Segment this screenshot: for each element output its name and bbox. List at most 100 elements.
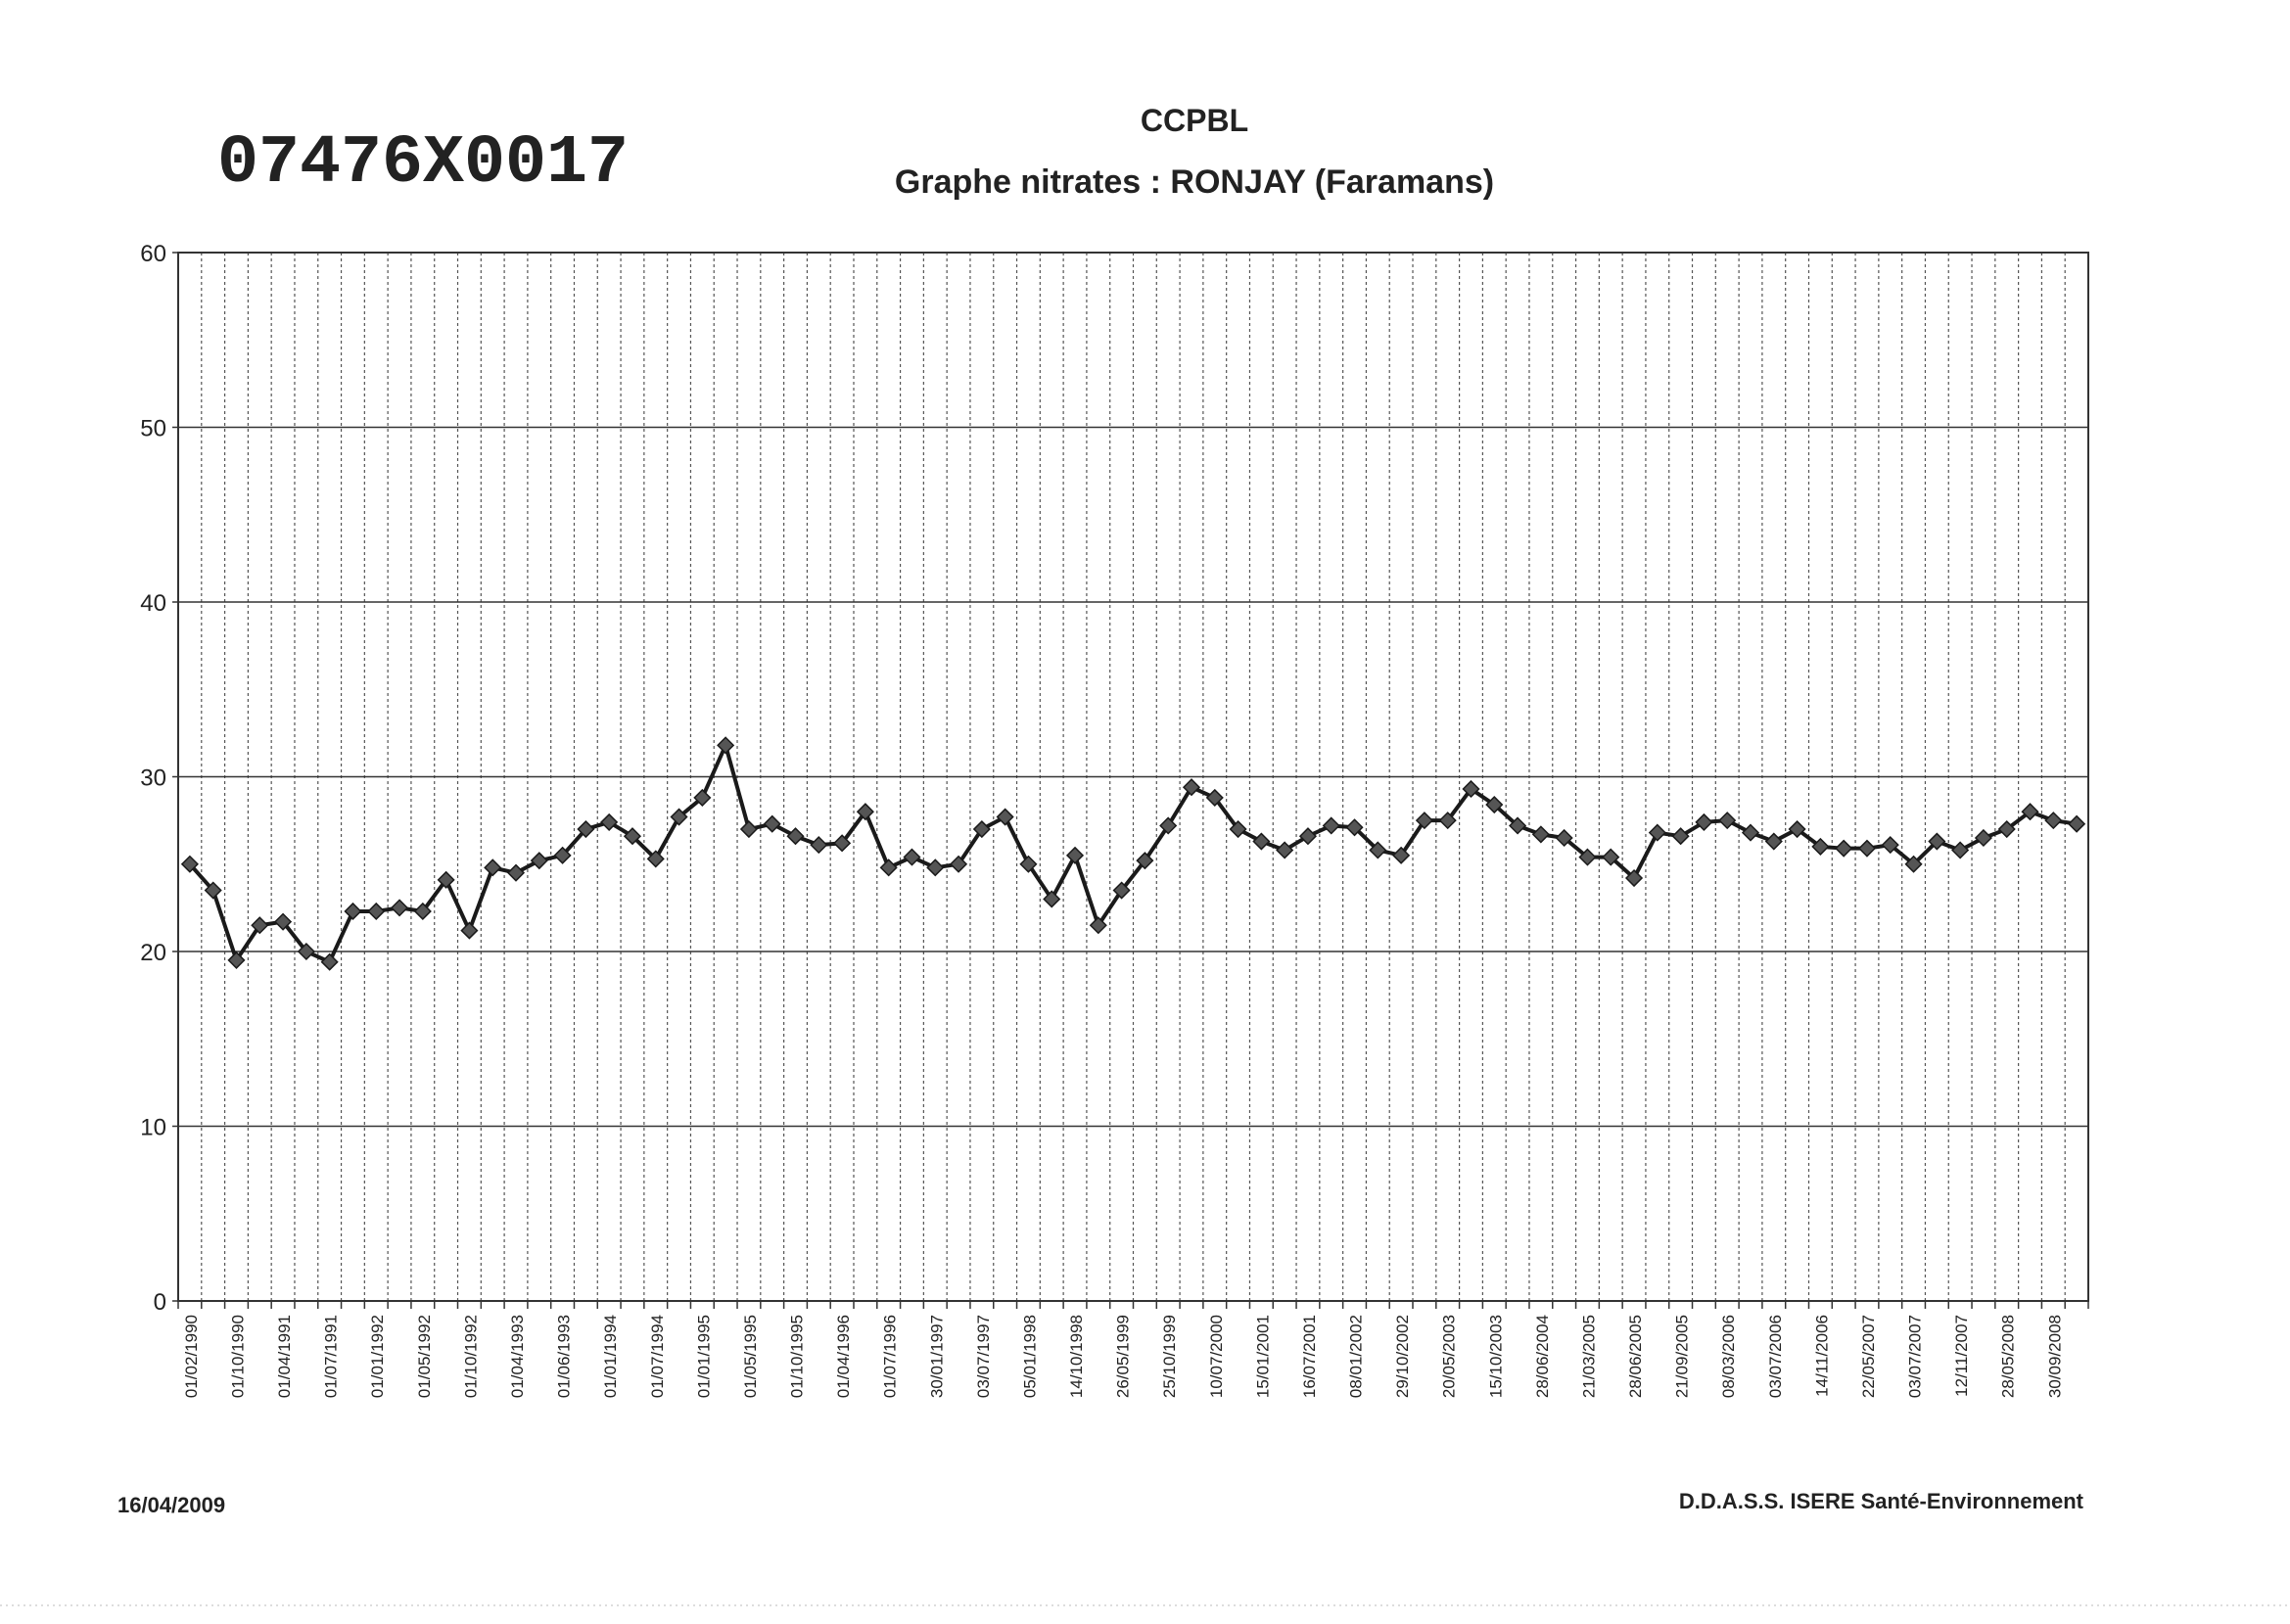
x-tick-label: 10/07/2000 <box>1207 1315 1226 1398</box>
y-tick-label: 10 <box>140 1115 166 1141</box>
data-point <box>1928 832 1946 851</box>
data-point <box>1951 841 1970 859</box>
data-point <box>1182 778 1201 797</box>
data-point <box>1741 823 1760 842</box>
x-tick-label: 03/07/2007 <box>1906 1315 1925 1398</box>
data-point <box>1043 890 1061 908</box>
data-point <box>600 812 619 831</box>
data-point <box>1438 812 1457 830</box>
data-point <box>833 834 852 853</box>
data-point <box>1462 779 1480 799</box>
x-tick-label: 01/04/1991 <box>275 1315 294 1398</box>
x-tick-label: 08/01/2002 <box>1347 1315 1366 1398</box>
code: 07476X0017 <box>217 125 629 203</box>
data-point <box>1881 836 1899 855</box>
footer-source: D.D.A.S.S. ISERE Santé-Environnement <box>1679 1489 2084 1513</box>
x-tick-label: 30/01/1997 <box>927 1315 946 1398</box>
data-point <box>786 827 805 846</box>
data-point <box>1835 839 1853 858</box>
data-point <box>1997 819 2016 839</box>
data-point <box>972 819 991 839</box>
x-tick-label: 01/01/1994 <box>601 1315 620 1398</box>
data-point <box>1648 823 1666 842</box>
data-point <box>1718 812 1737 830</box>
data-point <box>367 902 386 921</box>
data-point <box>1369 841 1387 859</box>
data-point <box>413 902 432 921</box>
data-point <box>1089 916 1107 935</box>
data-point <box>1602 848 1620 866</box>
y-tick-label: 30 <box>140 766 166 792</box>
data-point <box>739 819 758 839</box>
data-point <box>879 858 898 877</box>
x-tick-label: 01/10/1990 <box>228 1315 247 1398</box>
x-tick-label: 01/05/1995 <box>741 1315 760 1398</box>
x-tick-label: 28/06/2004 <box>1533 1315 1552 1398</box>
data-point <box>693 788 712 807</box>
data-point <box>1345 818 1364 837</box>
data-point <box>996 808 1014 826</box>
x-tick-label: 15/10/2003 <box>1486 1315 1505 1398</box>
data-point <box>810 836 828 855</box>
x-tick-label: 14/10/1998 <box>1067 1315 1086 1398</box>
data-line <box>188 743 2078 964</box>
data-point <box>717 736 735 755</box>
data-point <box>484 858 502 877</box>
data-point <box>437 870 455 889</box>
data-point <box>530 852 548 870</box>
data-point <box>1974 828 1992 848</box>
data-point <box>180 855 199 873</box>
data-point <box>1205 788 1224 807</box>
x-tick-label: 08/03/2006 <box>1719 1315 1738 1398</box>
chart-title: CCPBL <box>1141 103 1248 138</box>
x-tick-label: 21/03/2005 <box>1579 1315 1598 1398</box>
data-point <box>2044 812 2063 830</box>
data-point <box>251 916 269 935</box>
data-point <box>1624 868 1644 888</box>
data-point <box>623 827 642 846</box>
data-point <box>227 951 246 969</box>
data-point <box>1509 816 1527 835</box>
data-point <box>1229 819 1247 839</box>
x-tick-label: 16/07/2001 <box>1300 1315 1319 1398</box>
x-tick-label: 22/05/2007 <box>1859 1315 1878 1398</box>
y-tick-label: 50 <box>140 416 166 442</box>
data-point <box>506 863 526 882</box>
data-point <box>1159 816 1178 835</box>
data-point <box>1065 846 1085 864</box>
data-point <box>903 848 921 866</box>
data-point <box>1392 846 1411 864</box>
x-tick-label: 21/09/2005 <box>1673 1315 1692 1398</box>
x-tick-label: 29/10/2002 <box>1393 1315 1412 1398</box>
data-point <box>390 899 409 917</box>
x-tick-label: 03/07/2006 <box>1766 1315 1785 1398</box>
y-tick-label: 40 <box>140 590 166 617</box>
data-point <box>1252 832 1271 851</box>
x-tick-label: 01/04/1996 <box>834 1315 853 1398</box>
data-point <box>553 846 572 864</box>
x-tick-label: 01/07/1996 <box>881 1315 900 1398</box>
y-tick-label: 0 <box>154 1289 166 1316</box>
x-tick-label: 01/06/1993 <box>555 1315 574 1398</box>
data-point <box>320 952 339 971</box>
x-tick-label: 14/11/2006 <box>1812 1315 1831 1397</box>
data-point <box>1555 828 1573 848</box>
x-tick-label: 01/05/1992 <box>415 1315 434 1398</box>
data-point <box>763 814 781 833</box>
x-tick-label: 01/07/1994 <box>648 1315 667 1398</box>
x-tick-label: 05/01/1998 <box>1020 1315 1039 1398</box>
footer-date: 16/04/2009 <box>117 1493 225 1517</box>
x-tick-label: 28/06/2005 <box>1626 1315 1645 1398</box>
x-tick-label: 30/09/2008 <box>2045 1315 2064 1398</box>
data-point <box>926 858 945 877</box>
x-tick-label: 01/01/1992 <box>368 1315 387 1398</box>
data-point <box>2021 803 2039 821</box>
data-point <box>344 902 362 921</box>
data-point <box>670 808 688 826</box>
y-tick-label: 20 <box>140 940 166 966</box>
data-point <box>1276 841 1294 859</box>
x-tick-label: 15/01/2001 <box>1253 1315 1272 1398</box>
plot-frame <box>177 252 2089 1302</box>
data-point <box>646 850 665 868</box>
